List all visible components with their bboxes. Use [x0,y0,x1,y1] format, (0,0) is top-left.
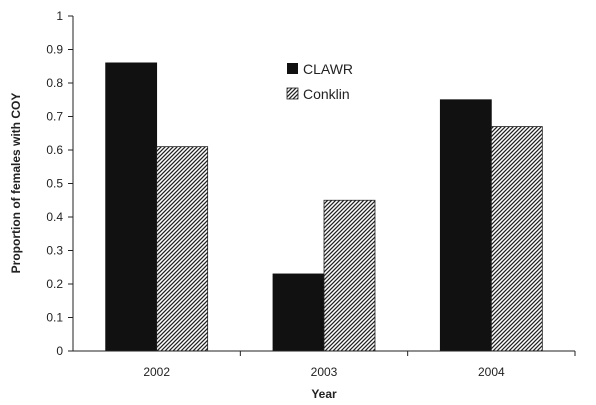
y-axis-title: Proportion of females with COY [9,93,23,274]
bar-clawr-2003 [272,273,325,352]
x-tick-label: 2004 [478,365,505,379]
legend-label-conklin: Conklin [303,86,350,102]
y-tick-label: 0.4 [46,210,63,224]
y-tick-label: 0.2 [46,277,63,291]
bar-conklin-2004 [490,126,543,352]
legend-label-clawr: CLAWR [303,61,353,77]
y-axis-ticks: 0 0.1 0.2 0.3 0.4 0.5 0.6 0.7 0.8 0.9 1 [46,9,73,358]
y-tick-label: 0.1 [46,311,63,325]
y-tick-label: 0 [56,344,63,358]
y-tick-label: 0.8 [46,76,63,90]
legend: CLAWR Conklin [286,61,353,102]
legend-swatch-conklin [286,87,299,100]
x-tick-label: 2003 [311,365,338,379]
x-axis-ticks: 2002 2003 2004 [143,351,576,379]
y-tick-label: 1 [56,9,63,23]
legend-swatch-clawr [287,63,298,74]
y-tick-label: 0.7 [46,110,63,124]
x-axis-title: Year [311,387,337,401]
y-tick-label: 0.6 [46,143,63,157]
y-tick-label: 0.9 [46,43,63,57]
bars-group [105,62,543,352]
x-tick-label: 2002 [143,365,170,379]
y-tick-label: 0.3 [46,244,63,258]
bar-conklin-2002 [156,146,209,352]
bar-clawr-2004 [439,99,492,352]
bar-conklin-2003 [323,199,376,352]
y-tick-label: 0.5 [46,177,63,191]
bar-clawr-2002 [105,62,158,352]
